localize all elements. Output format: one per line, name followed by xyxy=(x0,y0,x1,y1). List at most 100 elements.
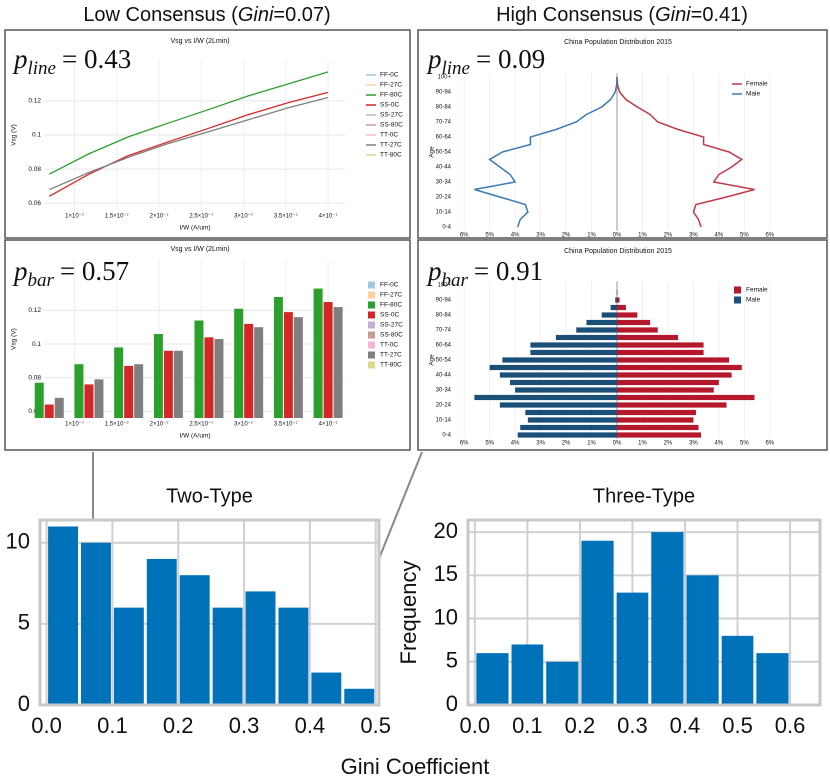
bar xyxy=(581,540,614,705)
bar xyxy=(586,319,617,326)
legend-label: Female xyxy=(746,81,768,88)
bar xyxy=(555,334,617,341)
legend-label: TT-27C xyxy=(380,352,402,359)
x-tick-label: 4% xyxy=(511,232,520,238)
y-axis-title: Vsg (V) xyxy=(11,124,18,146)
y-tick-label: 50-54 xyxy=(436,150,452,156)
x-tick-label: 4×10⁻⁷ xyxy=(319,421,338,428)
legend-swatch xyxy=(734,286,741,294)
plot-frame xyxy=(38,518,381,707)
legend-label: FF-27C xyxy=(380,82,402,89)
x-tick-label: 6% xyxy=(460,440,469,446)
legend-swatch xyxy=(368,351,375,359)
y-axis-title: Frequency xyxy=(396,561,421,665)
x-tick-label: 3% xyxy=(536,232,545,238)
legend-label: SS-27C xyxy=(380,322,403,329)
header-text: =0.07) xyxy=(273,4,330,26)
x-tick-label: 6% xyxy=(460,232,469,238)
y-tick-label: 10 xyxy=(434,604,458,629)
bar xyxy=(153,333,163,418)
legend-swatch xyxy=(368,291,375,299)
bar xyxy=(278,607,309,705)
bar xyxy=(515,387,617,393)
x-tick-label: 2×10⁻⁷ xyxy=(150,213,169,220)
annotation: pline = 0.09 xyxy=(426,44,545,79)
bar xyxy=(254,327,264,418)
x-tick-label: 2% xyxy=(562,232,571,238)
annotation: pline = 0.43 xyxy=(12,44,131,79)
y-tick-label: 50-54 xyxy=(436,358,452,364)
x-tick-label: 5% xyxy=(740,440,749,446)
legend-label: Male xyxy=(746,91,760,98)
x-tick-label: 2% xyxy=(562,440,571,446)
bar xyxy=(54,397,64,418)
legend-swatch xyxy=(734,296,741,304)
bar xyxy=(163,350,173,418)
y-tick-label: 80-84 xyxy=(436,105,452,111)
legend-label: Male xyxy=(746,297,760,304)
x-tick-label: 3×10⁻⁷ xyxy=(234,421,253,428)
y-tick-label: 20-24 xyxy=(436,195,452,201)
bar xyxy=(476,653,509,705)
legend-label: TT-0C xyxy=(380,342,398,349)
y-tick-label: 80-84 xyxy=(436,313,452,319)
legend-swatch xyxy=(368,301,375,309)
line xyxy=(474,76,618,228)
y-tick-label: 0 xyxy=(446,691,458,716)
x-tick-label: 3.5×10⁻⁷ xyxy=(274,213,298,220)
bar xyxy=(617,372,732,378)
annotation-text: = 0.91 xyxy=(474,256,543,286)
x-tick-label: 4% xyxy=(715,440,724,446)
annotation: pbar = 0.57 xyxy=(12,256,129,291)
bar xyxy=(520,424,617,431)
y-tick-label: 0.1 xyxy=(32,132,41,139)
legend-label: TT-80C xyxy=(380,152,402,159)
x-tick-label: 1.5×10⁻⁷ xyxy=(105,421,129,428)
y-tick-label: 0.1 xyxy=(32,341,41,348)
bar xyxy=(124,365,134,418)
annotation-text: = 0.43 xyxy=(62,44,131,74)
y-tick-label: 40-44 xyxy=(436,373,452,379)
annotation-subscript: bar xyxy=(28,270,55,291)
legend-label: SS-80C xyxy=(380,332,403,339)
bar xyxy=(617,297,620,303)
x-tick-label: 0% xyxy=(613,440,622,446)
x-tick-label: 1% xyxy=(638,232,647,238)
annotation-subscript: line xyxy=(28,58,57,79)
bar xyxy=(615,297,617,303)
legend-label: TT-80C xyxy=(380,362,402,369)
bar xyxy=(113,607,144,705)
bar xyxy=(80,542,111,705)
x-tick-label: 4×10⁻⁷ xyxy=(319,213,338,220)
y-tick-label: 0.08 xyxy=(28,166,41,173)
bar xyxy=(525,409,617,416)
bar xyxy=(617,289,618,296)
legend-swatch xyxy=(368,331,375,339)
x-tick-label: 1% xyxy=(587,440,596,446)
bar xyxy=(134,364,144,418)
x-tick-label: 3% xyxy=(536,440,545,446)
bar xyxy=(293,317,303,418)
bar xyxy=(576,327,617,333)
annotation-symbol: p xyxy=(12,44,28,74)
x-tick-label: 4% xyxy=(511,440,520,446)
x-axis-title: I/W (A/um) xyxy=(179,225,210,232)
annotation-symbol: p xyxy=(426,44,442,74)
bar xyxy=(617,387,714,393)
legend-label: FF-0C xyxy=(380,282,399,289)
y-tick-label: 40-44 xyxy=(436,165,452,171)
bar xyxy=(245,591,276,705)
bar xyxy=(617,357,730,363)
bar xyxy=(234,308,244,418)
y-tick-label: 0.06 xyxy=(28,200,41,207)
annotation-symbol: p xyxy=(426,256,442,286)
y-tick-label: 0.08 xyxy=(28,374,41,381)
legend-swatch xyxy=(368,321,375,329)
x-tick-label: 0.5 xyxy=(360,713,391,738)
bar xyxy=(179,575,210,705)
bar xyxy=(333,307,343,418)
y-tick-label: 70-74 xyxy=(436,120,452,126)
bar xyxy=(212,607,243,705)
bar xyxy=(617,334,679,341)
bar xyxy=(74,364,84,418)
